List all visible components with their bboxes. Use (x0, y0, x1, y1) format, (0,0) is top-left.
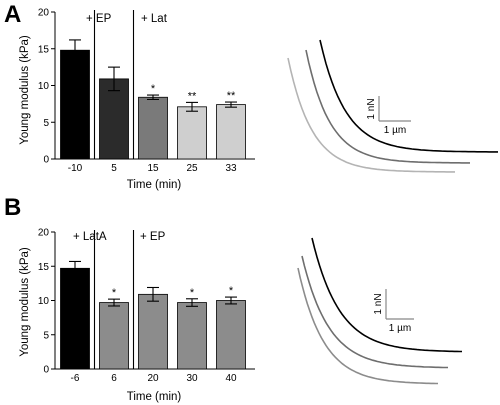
panel-b: B Young modulus (kPa) Time (min) + LatA … (4, 194, 255, 403)
panel-a-significance-3: ** (188, 90, 197, 102)
panel-b-bar-4 (216, 300, 246, 370)
panel-a: A Young modulus (kPa) Time (min) + EP + … (4, 1, 255, 191)
panel-a-bar-2 (138, 96, 168, 160)
panel-a-trace-light-gray (287, 57, 455, 173)
panel-b-scale-bar: 1 nN 1 µm (373, 289, 414, 334)
panel-b-ylabel: Young modulus (kPa) (19, 247, 31, 357)
panel-b-letter: B (4, 194, 21, 221)
panel-a-y-tick-label: 5 (43, 118, 49, 129)
panel-b-bar-3 (177, 302, 207, 370)
panel-a-significance-4: ** (227, 90, 236, 102)
panel-b-x-tick-label-4: 40 (225, 373, 237, 384)
panel-b-xlabel: Time (min) (127, 391, 182, 403)
panel-a-y-tick-label: 20 (38, 8, 50, 19)
panel-b-trace-black (311, 237, 462, 353)
panel-a-bar-4 (216, 104, 246, 160)
panel-b-significance-1: * (112, 287, 117, 299)
panel-a-bar-3 (177, 106, 207, 160)
panel-b-y-tick-label: 5 (43, 330, 49, 341)
panel-b-bar-1 (99, 302, 129, 370)
panel-a-scale-y-label: 1 nN (366, 98, 377, 119)
panel-a-y-tick-label: 0 (43, 155, 49, 166)
panel-a-x-tick-label-1: 5 (111, 163, 117, 174)
panel-a-annotation-lat: + Lat (141, 13, 168, 25)
panel-b-significance-3: * (190, 287, 195, 299)
panel-b-bar-0 (60, 267, 90, 370)
panel-a-scale-bar: 1 nN 1 µm (366, 96, 411, 136)
panel-b-annotation-ep: + EP (140, 231, 166, 243)
panel-b-y-tick-label: 20 (38, 228, 50, 239)
panel-a-bar-chart: 0 5 10 15 20 -10 5 * 15 ** 25 ** 33 (38, 8, 255, 174)
panel-a-scale-x-label: 1 µm (384, 125, 406, 136)
panel-a-x-tick-label-2: 15 (147, 163, 159, 174)
panel-a-y-tick-label: 15 (38, 44, 50, 55)
panel-b-x-tick-label-2: 20 (147, 373, 159, 384)
panel-a-significance-2: * (151, 83, 156, 95)
panel-b-bar-2 (138, 293, 168, 370)
panel-b-x-tick-label-3: 30 (186, 373, 198, 384)
panel-b-bar-chart: 0 5 10 15 20 -6 * 6 20 * 30 * 40 (38, 228, 255, 384)
panel-a-x-tick-label-4: 33 (225, 163, 237, 174)
panel-a-trace-dark-gray (305, 49, 470, 164)
panel-a-trace-black (319, 39, 498, 153)
panel-a-x-tick-label-0: -10 (68, 163, 83, 174)
panel-b-y-tick-label: 10 (38, 296, 50, 307)
panel-b-trace-dark-gray (301, 255, 448, 369)
panel-a-ylabel: Young modulus (kPa) (19, 35, 31, 145)
panel-b-scale-x-label: 1 µm (389, 323, 411, 334)
panel-a-force-curves: 1 nN 1 µm (287, 39, 498, 173)
panel-a-letter: A (4, 1, 21, 28)
panel-a-xlabel: Time (min) (127, 179, 182, 191)
panel-a-y-tick-label: 10 (38, 81, 50, 92)
panel-b-trace-gray (297, 267, 438, 385)
panel-b-annotation-lata: + LatA (73, 231, 107, 243)
panel-a-x-tick-label-3: 25 (186, 163, 198, 174)
panel-b-x-tick-label-0: -6 (71, 373, 80, 384)
panel-b-y-tick-label: 0 (43, 365, 49, 376)
panel-b-y-tick-label: 15 (38, 262, 50, 273)
panel-b-force-curves: 1 nN 1 µm (297, 237, 462, 385)
panel-a-annotation-ep: + EP (86, 13, 112, 25)
panel-b-x-tick-label-1: 6 (111, 373, 117, 384)
panel-a-bar-0 (60, 49, 90, 160)
panel-b-scale-y-label: 1 nN (373, 293, 384, 314)
panel-b-significance-4: * (229, 285, 234, 297)
